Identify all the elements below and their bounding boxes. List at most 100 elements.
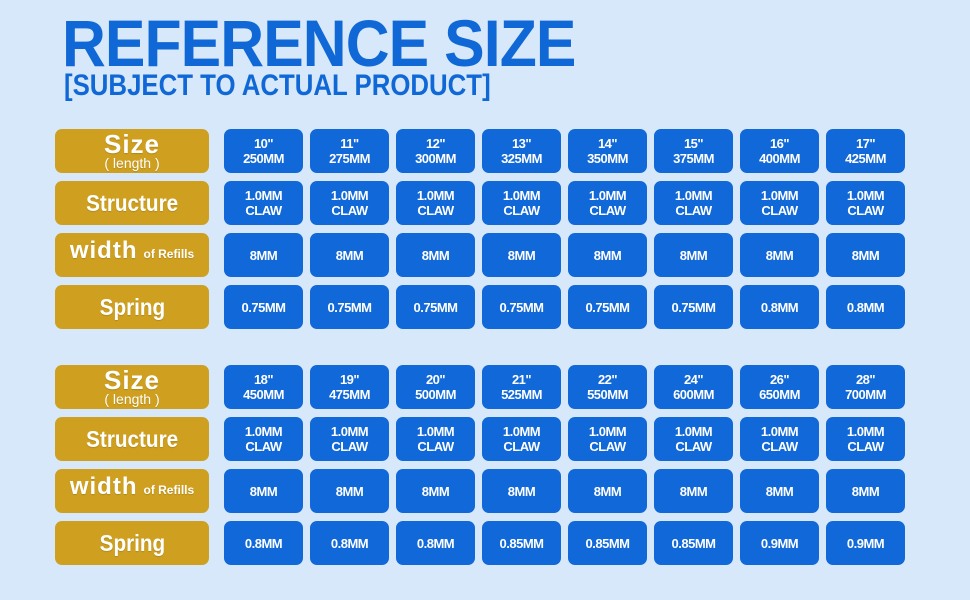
value-cell: 0.85MM: [654, 521, 733, 565]
row-label-text: Spring: [99, 294, 165, 320]
value-cell: 11" 275MM: [310, 129, 389, 173]
value-cell: 10" 250MM: [224, 129, 303, 173]
row-width: width of Refills 8MM 8MM 8MM 8MM 8MM 8MM 8MM 8MM: [55, 233, 905, 277]
row-label-size: Size( length ): [55, 365, 209, 409]
cell-line: 350MM: [587, 151, 628, 166]
cell-line: 8MM: [679, 247, 708, 263]
value-cell: 0.8MM: [826, 285, 905, 329]
cell-line: 8MM: [335, 483, 364, 499]
cell-line: 500MM: [415, 387, 456, 402]
value-cell: 1.0MM CLAW: [396, 417, 475, 461]
cell-line: 0.75MM: [241, 299, 286, 315]
cell-line: 24": [683, 372, 704, 387]
row-spring: Spring 0.75MM 0.75MM 0.75MM 0.75MM 0.75MM 0.75…: [55, 285, 905, 329]
row-size: Size( length ) 10" 250MM 11" 275MM 12" 300MM 13…: [55, 129, 905, 173]
row-label-width: width of Refills: [55, 233, 209, 277]
row-label-subtext: of Refills: [143, 483, 195, 497]
cell-line: 8MM: [249, 247, 278, 263]
row-cells: 10" 250MM 11" 275MM 12" 300MM 13" 325MM 14" 350MM…: [224, 129, 905, 173]
value-cell: 1.0MM CLAW: [224, 181, 303, 225]
row-label-size: Size( length ): [55, 129, 209, 173]
value-cell: 16" 400MM: [740, 129, 819, 173]
size-table-2: Size( length ) 18" 450MM 19" 475MM 20" 500MM 21…: [55, 365, 905, 573]
row-label-structure: Structure: [55, 181, 209, 225]
row-label-structure: Structure: [55, 417, 209, 461]
row-label-spring: Spring: [55, 285, 209, 329]
cell-line: 1.0MM: [760, 188, 799, 203]
cell-line: 0.85MM: [671, 535, 716, 551]
cell-line: 0.8MM: [416, 535, 455, 551]
cell-line: 0.8MM: [244, 535, 283, 551]
value-cell: 8MM: [396, 233, 475, 277]
cell-line: CLAW: [761, 203, 798, 218]
cell-line: 0.8MM: [760, 299, 799, 315]
cell-line: 1.0MM: [760, 424, 799, 439]
cell-line: 22": [597, 372, 618, 387]
value-cell: 28" 700MM: [826, 365, 905, 409]
value-cell: 0.8MM: [310, 521, 389, 565]
value-cell: 0.75MM: [310, 285, 389, 329]
cell-line: 0.75MM: [327, 299, 372, 315]
cell-line: 1.0MM: [416, 424, 455, 439]
row-label-text: Spring: [99, 530, 165, 556]
value-cell: 8MM: [740, 469, 819, 513]
value-cell: 0.9MM: [826, 521, 905, 565]
value-cell: 12" 300MM: [396, 129, 475, 173]
row-label-text: width: [69, 237, 138, 264]
row-cells: 1.0MM CLAW 1.0MM CLAW 1.0MM CLAW 1.0MM CLAW 1.0M…: [224, 181, 905, 225]
cell-line: 0.9MM: [760, 535, 799, 551]
row-cells: 0.8MM 0.8MM 0.8MM 0.85MM 0.85MM 0.85MM 0.9MM 0.…: [224, 521, 905, 565]
cell-line: 8MM: [421, 247, 450, 263]
cell-line: 0.8MM: [330, 535, 369, 551]
value-cell: 1.0MM CLAW: [654, 181, 733, 225]
value-cell: 0.75MM: [568, 285, 647, 329]
value-cell: 0.75MM: [654, 285, 733, 329]
cell-line: CLAW: [245, 203, 282, 218]
value-cell: 8MM: [568, 233, 647, 277]
value-cell: 8MM: [224, 233, 303, 277]
value-cell: 13" 325MM: [482, 129, 561, 173]
cell-line: 0.85MM: [499, 535, 544, 551]
row-size: Size( length ) 18" 450MM 19" 475MM 20" 500MM 21…: [55, 365, 905, 409]
row-label-subtext: of Refills: [143, 247, 195, 261]
value-cell: 1.0MM CLAW: [826, 417, 905, 461]
cell-line: 12": [425, 136, 446, 151]
cell-line: CLAW: [245, 439, 282, 454]
cell-line: 1.0MM: [588, 188, 627, 203]
cell-line: 0.75MM: [671, 299, 716, 315]
value-cell: 1.0MM CLAW: [568, 181, 647, 225]
cell-line: 19": [339, 372, 360, 387]
cell-line: CLAW: [589, 203, 626, 218]
row-width: width of Refills 8MM 8MM 8MM 8MM 8MM 8MM 8MM 8MM: [55, 469, 905, 513]
row-spring: Spring 0.8MM 0.8MM 0.8MM 0.85MM 0.85MM 0.85MM 0…: [55, 521, 905, 565]
value-cell: 0.85MM: [568, 521, 647, 565]
cell-line: CLAW: [331, 439, 368, 454]
cell-line: 8MM: [593, 483, 622, 499]
value-cell: 1.0MM CLAW: [396, 181, 475, 225]
size-table-1: Size( length ) 10" 250MM 11" 275MM 12" 300MM 13…: [55, 129, 905, 337]
cell-line: 21": [511, 372, 532, 387]
cell-line: 325MM: [501, 151, 542, 166]
cell-line: 1.0MM: [416, 188, 455, 203]
value-cell: 8MM: [482, 469, 561, 513]
row-structure: Structure 1.0MM CLAW 1.0MM CLAW 1.0MM CLAW 1.0M…: [55, 417, 905, 461]
cell-line: 16": [769, 136, 790, 151]
value-cell: 26" 650MM: [740, 365, 819, 409]
value-cell: 1.0MM CLAW: [740, 417, 819, 461]
value-cell: 8MM: [654, 469, 733, 513]
value-cell: 8MM: [310, 469, 389, 513]
cell-line: 20": [425, 372, 446, 387]
cell-line: 275MM: [329, 151, 370, 166]
row-label-text: Size: [103, 129, 161, 159]
value-cell: 24" 600MM: [654, 365, 733, 409]
row-label-text: Size: [103, 365, 161, 395]
page-title: REFERENCE SIZE: [62, 6, 576, 80]
row-cells: 0.75MM 0.75MM 0.75MM 0.75MM 0.75MM 0.75MM 0.8M…: [224, 285, 905, 329]
value-cell: 0.8MM: [224, 521, 303, 565]
value-cell: 8MM: [740, 233, 819, 277]
cell-line: CLAW: [847, 439, 884, 454]
value-cell: 1.0MM CLAW: [224, 417, 303, 461]
cell-line: CLAW: [503, 439, 540, 454]
value-cell: 21" 525MM: [482, 365, 561, 409]
cell-line: 28": [855, 372, 876, 387]
